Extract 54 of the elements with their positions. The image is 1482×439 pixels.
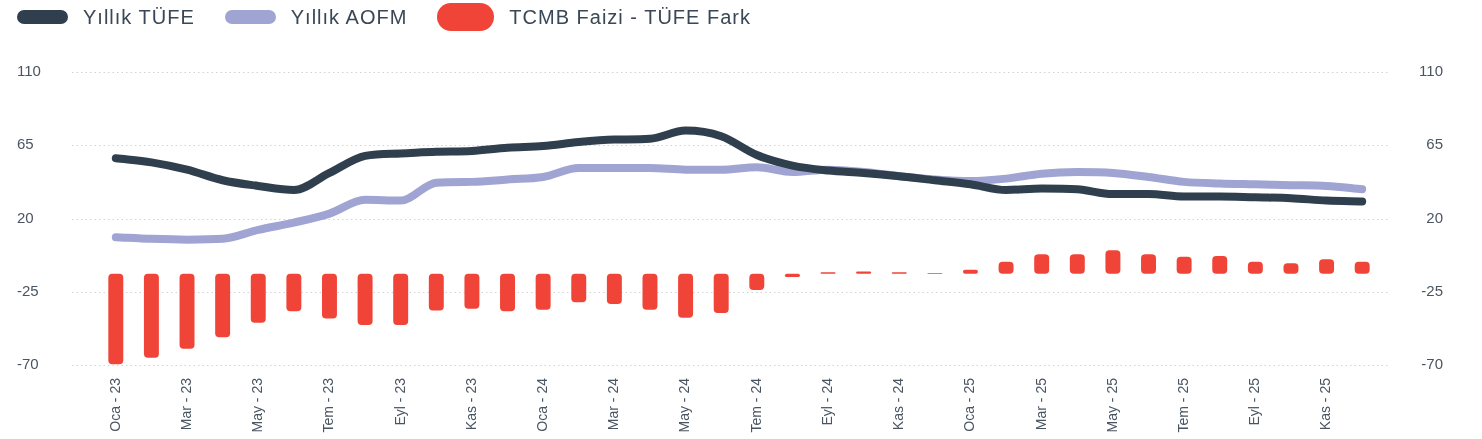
y-tick-label: 110: [17, 62, 41, 80]
bar: [286, 273, 302, 312]
bar: [428, 273, 444, 311]
y-tick-label: -70: [17, 355, 39, 373]
x-tick-label: Tem - 23: [320, 377, 337, 433]
x-tick-label: Mar - 25: [1032, 377, 1049, 431]
bar: [500, 273, 516, 312]
bar: [215, 273, 231, 338]
y-tick-label: 65: [17, 135, 34, 153]
legend-label: Yıllık AOFM: [290, 5, 408, 29]
bar: [357, 273, 373, 326]
y2-tick-label: 110: [1419, 62, 1443, 80]
x-tick-label: May - 25: [1103, 377, 1120, 433]
x-tick-label: Oca - 23: [106, 377, 123, 432]
x-tick-label: Kas - 24: [890, 377, 907, 431]
x-tick-label: Mar - 23: [177, 377, 194, 431]
x-tick-label: Tem - 24: [747, 377, 764, 433]
x-tick-label: Oca - 25: [961, 377, 978, 432]
bar: [108, 273, 124, 365]
bar: [1141, 254, 1157, 274]
x-tick-label: May - 24: [676, 377, 693, 433]
bar: [535, 273, 551, 310]
bar: [1069, 254, 1085, 274]
y2-tick-label: -70: [1421, 355, 1443, 373]
x-tick-label: Tem - 25: [1175, 377, 1191, 433]
bar: [642, 273, 658, 310]
bar: [606, 273, 622, 304]
x-tick-label: Eyl - 24: [818, 377, 835, 426]
y2-tick-label: 20: [1426, 208, 1443, 226]
bar: [250, 273, 266, 323]
bar: [179, 273, 195, 349]
y2-tick-label: -25: [1421, 281, 1443, 299]
x-tick-label: Eyl - 25: [1246, 377, 1263, 426]
bar: [678, 273, 694, 318]
y-tick-label: 20: [17, 208, 34, 226]
bar: [1212, 255, 1228, 274]
x-tick-label: Eyl - 23: [391, 377, 408, 426]
x-tick-label: Mar - 24: [605, 377, 622, 431]
bar: [143, 273, 159, 358]
bar: [571, 273, 587, 303]
bar: [393, 273, 409, 326]
legend-label: TCMB Faizi - TÜFE Fark: [509, 5, 751, 29]
bar: [1034, 254, 1050, 274]
bar: [321, 273, 337, 319]
bar: [713, 273, 729, 313]
x-tick-label: Oca - 24: [534, 377, 550, 432]
x-tick-label: May - 23: [249, 377, 266, 433]
legend-label: Yıllık TÜFE: [83, 5, 195, 29]
y-tick-label: -25: [17, 281, 39, 299]
y2-tick-label: 65: [1426, 135, 1443, 153]
x-tick-label: Kas - 23: [462, 377, 479, 431]
bar: [1105, 250, 1121, 274]
bar: [464, 273, 480, 309]
x-tick-label: Kas - 25: [1317, 377, 1334, 431]
